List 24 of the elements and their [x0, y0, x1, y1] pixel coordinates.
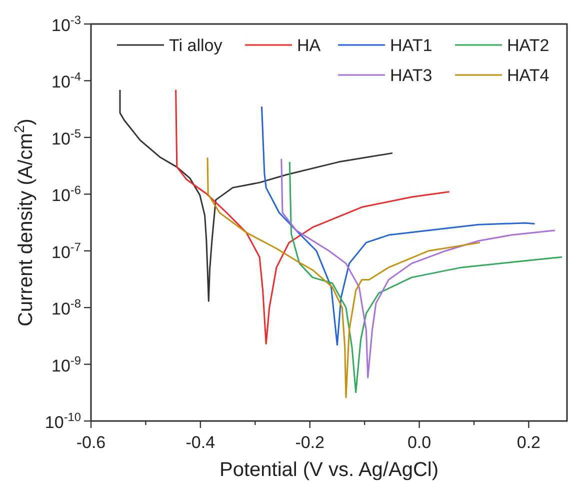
y-tick-label: 10$^{-10}$ [44, 410, 82, 432]
x-tick-label: -0.2 [295, 433, 324, 452]
x-axis-title: Potential (V vs. Ag/AgCl) [220, 459, 438, 481]
x-tick-label: -0.4 [186, 433, 216, 452]
y-tick-label: 10$^{-7}$ [52, 240, 82, 262]
x-tick-label: 0.2 [516, 433, 541, 452]
y-tick-label: 10$^{-6}$ [52, 183, 82, 206]
x-tick-label: 0.0 [407, 433, 432, 452]
x-tick-label: -0.6 [76, 433, 106, 452]
legend-label: HAT3 [390, 66, 432, 85]
y-tick-label: 10$^{-5}$ [52, 126, 82, 148]
y-tick-label: 10$^{-9}$ [52, 353, 82, 376]
legend-label: Ti alloy [169, 36, 223, 55]
line-series [175, 89, 450, 345]
legend-label: HA [297, 36, 322, 55]
legend-label: HAT4 [507, 66, 550, 85]
line-series [206, 156, 481, 398]
line-series [260, 106, 536, 346]
legend-label: HAT1 [390, 36, 432, 55]
y-tick-label: 10$^{-4}$ [52, 70, 82, 92]
y-tick-label: 10$^{-8}$ [52, 296, 82, 319]
legend-label: HAT2 [507, 36, 550, 55]
y-tick-label: 10$^{-3}$ [52, 13, 82, 35]
line-series [119, 89, 394, 302]
